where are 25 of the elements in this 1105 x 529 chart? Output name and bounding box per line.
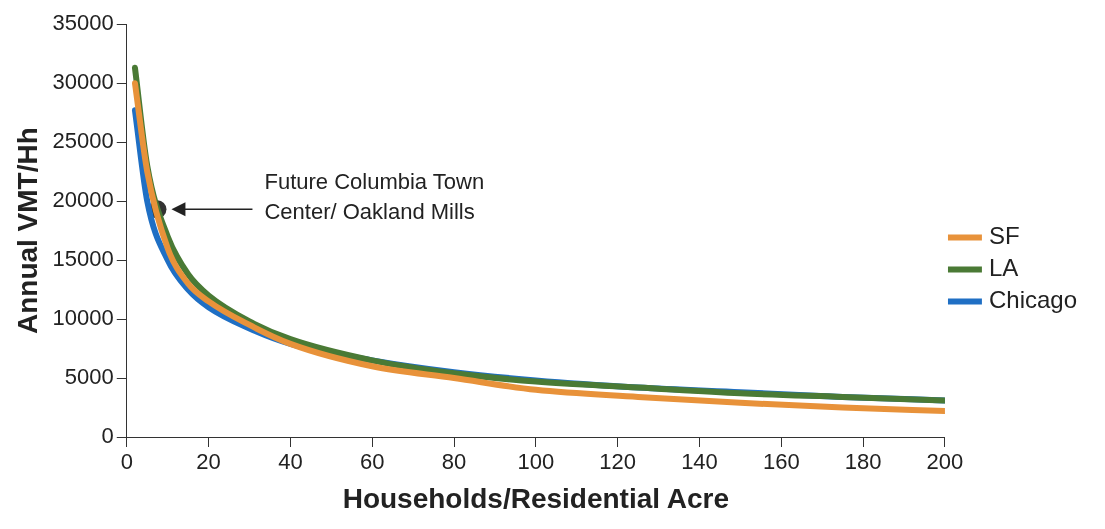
annotation: Future Columbia Town Center/ Oakland Mills [264,169,485,225]
x-tick-label: 180 [844,449,882,475]
y-tick-label: 25000 [52,128,114,154]
x-axis-title: Households/Residential Acre [342,482,730,514]
y-tick-label: 15000 [52,246,114,272]
y-axis-title: Annual VMT/Hh [11,127,43,335]
x-tick-label: 140 [681,449,718,475]
x-tick-label: 160 [762,449,800,475]
legend-label: Chicago [988,286,1078,314]
x-tick-label: 40 [278,449,303,475]
y-tick-label: 20000 [52,187,114,213]
y-tick-label: 5000 [64,364,114,390]
x-tick-label: 200 [926,449,964,475]
legend-label: LA [988,254,1019,282]
y-tick-label: 30000 [52,69,114,95]
x-tick-label: 20 [196,449,221,475]
x-tick-label: 80 [441,449,467,475]
y-tick-label: 35000 [52,10,114,36]
x-tick-label: 60 [359,449,385,475]
x-tick-label: 0 [120,449,133,475]
x-tick-label: 100 [517,449,555,475]
x-tick-label: 120 [599,449,637,475]
legend-label: SF [988,222,1020,250]
y-tick-label: 0 [101,423,114,449]
y-tick-label: 10000 [52,305,114,331]
